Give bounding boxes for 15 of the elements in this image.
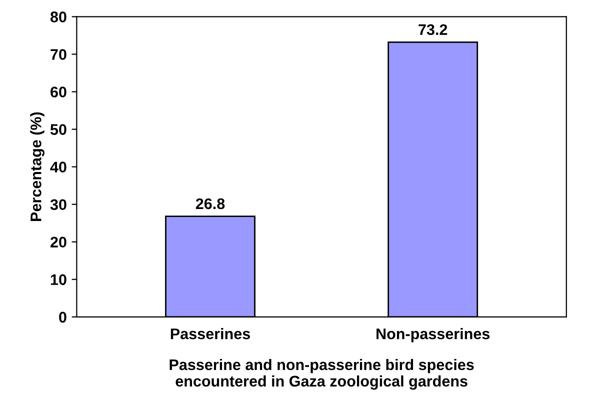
y-tick-label: 70: [50, 49, 66, 60]
y-tick-label: 30: [50, 199, 66, 210]
x-tick-label: Passerines: [170, 328, 250, 340]
x-tick-label: Non-passerines: [376, 328, 490, 342]
x-axis-title: Passerine and non-passerine bird species encountered in Gaza zoological gardens: [170, 358, 474, 390]
data-label: 26.8: [196, 198, 225, 210]
y-tick-label: 20: [50, 236, 66, 248]
y-axis-title: Percentage (%): [30, 112, 44, 221]
y-tick-label: 60: [50, 86, 66, 98]
y-tick-label: 0: [59, 312, 66, 323]
y-tick-label: 10: [50, 274, 66, 286]
y-tick-label: 40: [50, 162, 66, 172]
data-label: 73.2: [418, 24, 448, 36]
y-tick-label: 80: [50, 12, 66, 22]
y-tick-label: 50: [50, 124, 66, 135]
